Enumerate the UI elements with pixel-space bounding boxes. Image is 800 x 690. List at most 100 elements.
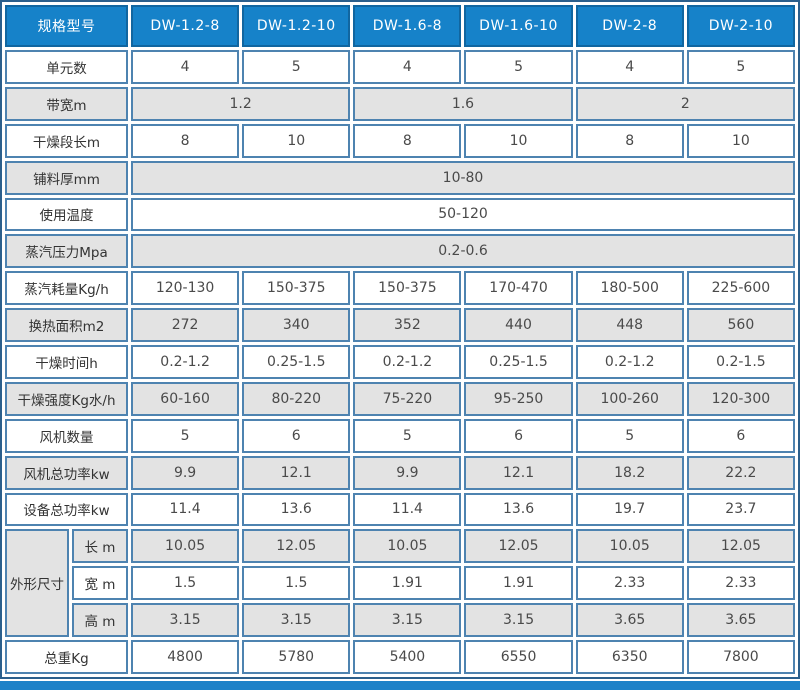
value-cell: 10	[242, 123, 351, 158]
value-cell: 50-120	[131, 197, 795, 232]
value-cell: 120-130	[131, 271, 240, 306]
value-cell: 13.6	[242, 492, 351, 527]
value-cell: 2	[575, 86, 795, 121]
value-cell: 3.65	[575, 603, 684, 637]
table-row-material-thickness: 铺料厚mm 10-80	[5, 160, 795, 195]
value-cell: 13.6	[464, 492, 573, 527]
value-cell: 4800	[131, 640, 240, 674]
value-cell: 3.15	[353, 603, 462, 637]
value-cell: 0.2-1.2	[575, 345, 684, 379]
value-cell: 11.4	[353, 492, 462, 527]
value-cell: 11.4	[131, 492, 240, 527]
value-cell: 6350	[575, 640, 684, 674]
row-label: 干燥段长m	[5, 123, 128, 158]
value-cell: 560	[686, 308, 795, 342]
value-cell: 150-375	[242, 271, 351, 306]
table-row-dim-length: 外形尺寸 长 m 10.05 12.05 10.05 12.05 10.05 1…	[5, 529, 795, 637]
value-cell: 0.2-0.6	[131, 234, 795, 269]
spec-table: 规格型号 DW-1.2-8 DW-1.2-10 DW-1.6-8 DW-1.6-…	[2, 2, 798, 677]
value-cell: 5	[575, 418, 684, 453]
value-cell: 352	[353, 308, 462, 342]
value-cell: 4	[131, 50, 240, 84]
header-cell: DW-1.2-8	[131, 5, 240, 47]
header-cell: DW-2-10	[686, 5, 795, 47]
table-row-drying-time: 干燥时间h 0.2-1.2 0.25-1.5 0.2-1.2 0.25-1.5 …	[5, 345, 795, 379]
dim-group-label: 外形尺寸	[5, 529, 69, 637]
value-cell: 23.7	[686, 492, 795, 527]
header-cell-model: 规格型号	[5, 5, 128, 47]
table-row-fan-count: 风机数量 5 6 5 6 5 6	[5, 418, 795, 453]
value-cell: 22.2	[686, 455, 795, 490]
table-row-fan-total-power: 风机总功率kw 9.9 12.1 9.9 12.1 18.2 22.2	[5, 455, 795, 490]
value-cell: 19.7	[575, 492, 684, 527]
value-cell: 18.2	[575, 455, 684, 490]
value-cell: 1.6	[353, 86, 573, 121]
row-label: 带宽m	[5, 86, 128, 121]
row-label: 干燥时间h	[5, 345, 128, 379]
value-cell: 5	[242, 50, 351, 84]
value-cell: 10	[686, 123, 795, 158]
value-cell: 6	[686, 418, 795, 453]
table-row-drying-intensity: 干燥强度Kg水/h 60-160 80-220 75-220 95-250 10…	[5, 381, 795, 416]
row-label: 铺料厚mm	[5, 160, 128, 195]
value-cell: 0.2-1.5	[686, 345, 795, 379]
value-cell: 12.1	[464, 455, 573, 490]
table-row-belt-width: 带宽m 1.2 1.6 2	[5, 86, 795, 121]
value-cell: 1.91	[464, 566, 573, 601]
value-cell: 8	[353, 123, 462, 158]
value-cell: 10-80	[131, 160, 795, 195]
row-label: 干燥强度Kg水/h	[5, 381, 128, 416]
value-cell: 5	[464, 50, 573, 84]
value-cell: 9.9	[131, 455, 240, 490]
value-cell: 170-470	[464, 271, 573, 306]
value-cell: 80-220	[242, 381, 351, 416]
value-cell: 6550	[464, 640, 573, 674]
value-cell: 2.33	[686, 566, 795, 601]
header-cell: DW-2-8	[575, 5, 684, 47]
value-cell: 440	[464, 308, 573, 342]
value-cell: 8	[131, 123, 240, 158]
value-cell: 0.2-1.2	[131, 345, 240, 379]
dim-sub-label: 长 m	[72, 529, 128, 564]
value-cell: 5	[686, 50, 795, 84]
dim-sub-label: 高 m	[72, 603, 128, 637]
dim-sub-label: 宽 m	[72, 566, 128, 601]
value-cell: 225-600	[686, 271, 795, 306]
table-row-operating-temp: 使用温度 50-120	[5, 197, 795, 232]
value-cell: 4	[353, 50, 462, 84]
value-cell: 95-250	[464, 381, 573, 416]
value-cell: 5780	[242, 640, 351, 674]
table-row-equipment-total-power: 设备总功率kw 11.4 13.6 11.4 13.6 19.7 23.7	[5, 492, 795, 527]
value-cell: 3.15	[131, 603, 240, 637]
table-row-heat-exchange-area: 换热面积m2 272 340 352 440 448 560	[5, 308, 795, 342]
row-label: 蒸汽压力Mpa	[5, 234, 128, 269]
header-cell: DW-1.2-10	[242, 5, 351, 47]
table-row-dim-height: 高 m 3.15 3.15 3.15 3.15 3.65 3.65	[5, 603, 795, 637]
value-cell: 3.65	[686, 603, 795, 637]
value-cell: 10	[464, 123, 573, 158]
value-cell: 120-300	[686, 381, 795, 416]
table-row-dim-width: 宽 m 1.5 1.5 1.91 1.91 2.33 2.33	[5, 566, 795, 601]
value-cell: 10.05	[575, 529, 684, 564]
value-cell: 12.05	[464, 529, 573, 564]
value-cell: 1.5	[131, 566, 240, 601]
value-cell: 2.33	[575, 566, 684, 601]
value-cell: 3.15	[464, 603, 573, 637]
row-label: 使用温度	[5, 197, 128, 232]
table-row-drying-length: 干燥段长m 8 10 8 10 8 10	[5, 123, 795, 158]
row-label: 设备总功率kw	[5, 492, 128, 527]
value-cell: 4	[575, 50, 684, 84]
row-label: 蒸汽耗量Kg/h	[5, 271, 128, 306]
value-cell: 340	[242, 308, 351, 342]
value-cell: 180-500	[575, 271, 684, 306]
value-cell: 60-160	[131, 381, 240, 416]
value-cell: 5	[353, 418, 462, 453]
value-cell: 6	[464, 418, 573, 453]
value-cell: 0.25-1.5	[464, 345, 573, 379]
row-label: 总重Kg	[5, 640, 128, 674]
value-cell: 5400	[353, 640, 462, 674]
header-row: 规格型号 DW-1.2-8 DW-1.2-10 DW-1.6-8 DW-1.6-…	[5, 5, 795, 47]
value-cell: 5	[131, 418, 240, 453]
